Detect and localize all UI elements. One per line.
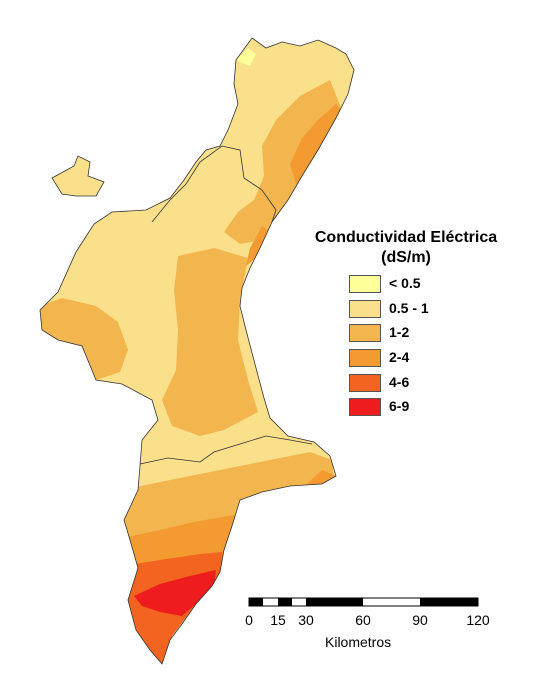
scale-tick-90: 90 <box>412 612 428 628</box>
legend-title-line2: (dS/m) <box>381 249 431 266</box>
zone-1-2-west <box>40 298 128 380</box>
zone-6-9-south <box>134 570 216 616</box>
legend-swatch <box>349 349 381 367</box>
zone-1-2-north <box>224 80 346 244</box>
legend-label: 4-6 <box>389 374 410 390</box>
legend-swatch <box>349 374 381 392</box>
legend-label: 0.5 - 1 <box>389 300 429 316</box>
legend-swatch <box>349 398 381 416</box>
legend-swatch <box>349 275 381 293</box>
legend-swatch <box>349 324 381 342</box>
scale-tick-15: 15 <box>270 612 286 628</box>
region-enclave <box>51 155 105 197</box>
scale-tick-0: 0 <box>245 612 253 628</box>
legend-label: < 0.5 <box>389 275 421 291</box>
zone-1-2-central <box>162 248 258 436</box>
region-outline <box>39 37 355 665</box>
legend-title-line1: Conductividad Eléctrica <box>314 229 498 246</box>
scale-unit-label: Kilometros <box>325 634 392 650</box>
legend-label: 1-2 <box>389 324 410 340</box>
scale-tick-120: 120 <box>466 612 490 628</box>
legend-title: Conductividad Eléctrica (dS/m) <box>296 228 516 268</box>
legend-label: 6-9 <box>389 398 410 414</box>
province-border-south <box>139 435 313 465</box>
zone-lt-0-5 <box>236 48 256 66</box>
province-border-north <box>151 145 277 223</box>
zone-2-4-coast <box>246 226 270 266</box>
scale-tick-60: 60 <box>355 612 371 628</box>
legend-label: 2-4 <box>389 349 410 365</box>
scale-bar <box>248 597 479 607</box>
scale-tick-30: 30 <box>298 612 314 628</box>
legend-swatch <box>349 300 381 318</box>
zone-2-4-south <box>122 470 336 586</box>
